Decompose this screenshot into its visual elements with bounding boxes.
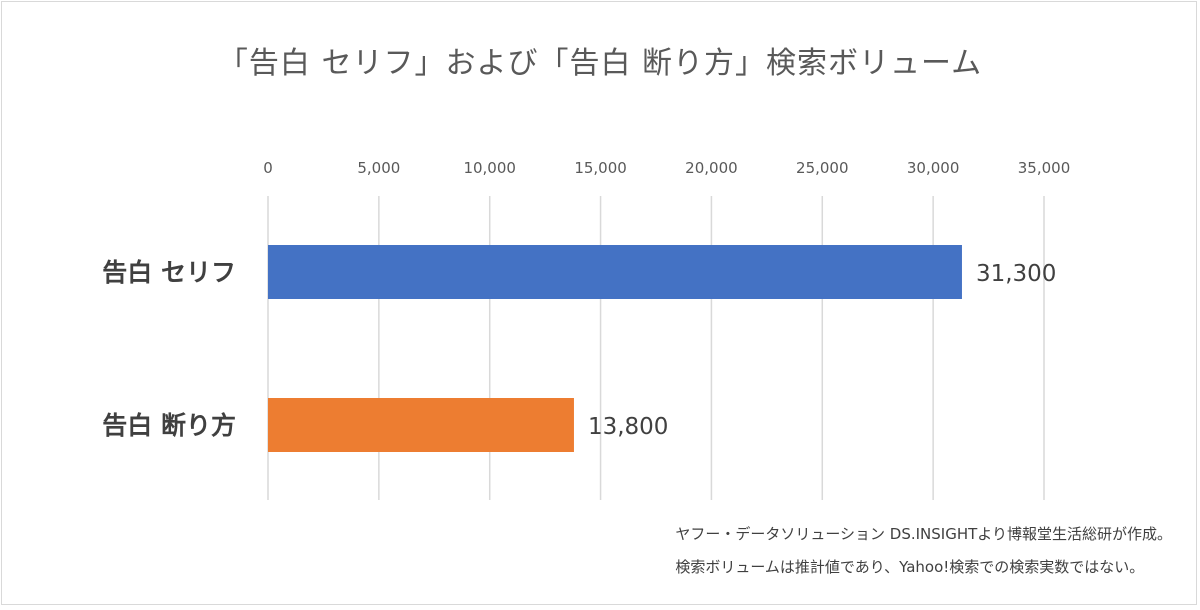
x-tick-label: 35,000 xyxy=(1018,159,1071,177)
bar xyxy=(268,398,574,452)
source-note-line-1: ヤフー・データソリューション DS.INSIGHTより博報堂生活総研が作成。 xyxy=(675,525,1172,543)
chart-title: 「告白 セリフ」および「告白 断り方」検索ボリューム xyxy=(217,46,983,81)
x-tick-label: 20,000 xyxy=(685,159,738,177)
x-tick-label: 15,000 xyxy=(574,159,627,177)
x-tick-label: 0 xyxy=(263,159,273,177)
value-label: 31,300 xyxy=(976,261,1056,287)
value-labels: 31,300 13,800 xyxy=(588,261,1056,440)
bar xyxy=(268,245,962,299)
x-tick-label: 30,000 xyxy=(907,159,960,177)
bars xyxy=(268,245,962,452)
source-note-line-2: 検索ボリュームは推計値であり、Yahoo!検索での検索実数ではない。 xyxy=(675,558,1145,576)
x-tick-label: 25,000 xyxy=(796,159,849,177)
x-tick-label: 10,000 xyxy=(463,159,516,177)
gridlines xyxy=(267,196,1045,500)
x-tick-label: 5,000 xyxy=(357,159,400,177)
x-tick-labels: 0 5,000 10,000 15,000 20,000 25,000 30,000 35,0… xyxy=(263,159,1070,177)
value-label: 13,800 xyxy=(588,414,668,440)
category-label: 告白 断り方 xyxy=(102,411,236,440)
category-label: 告白 セリフ xyxy=(102,258,236,287)
source-note: ヤフー・データソリューション DS.INSIGHTより博報堂生活総研が作成。 検… xyxy=(675,518,1172,584)
